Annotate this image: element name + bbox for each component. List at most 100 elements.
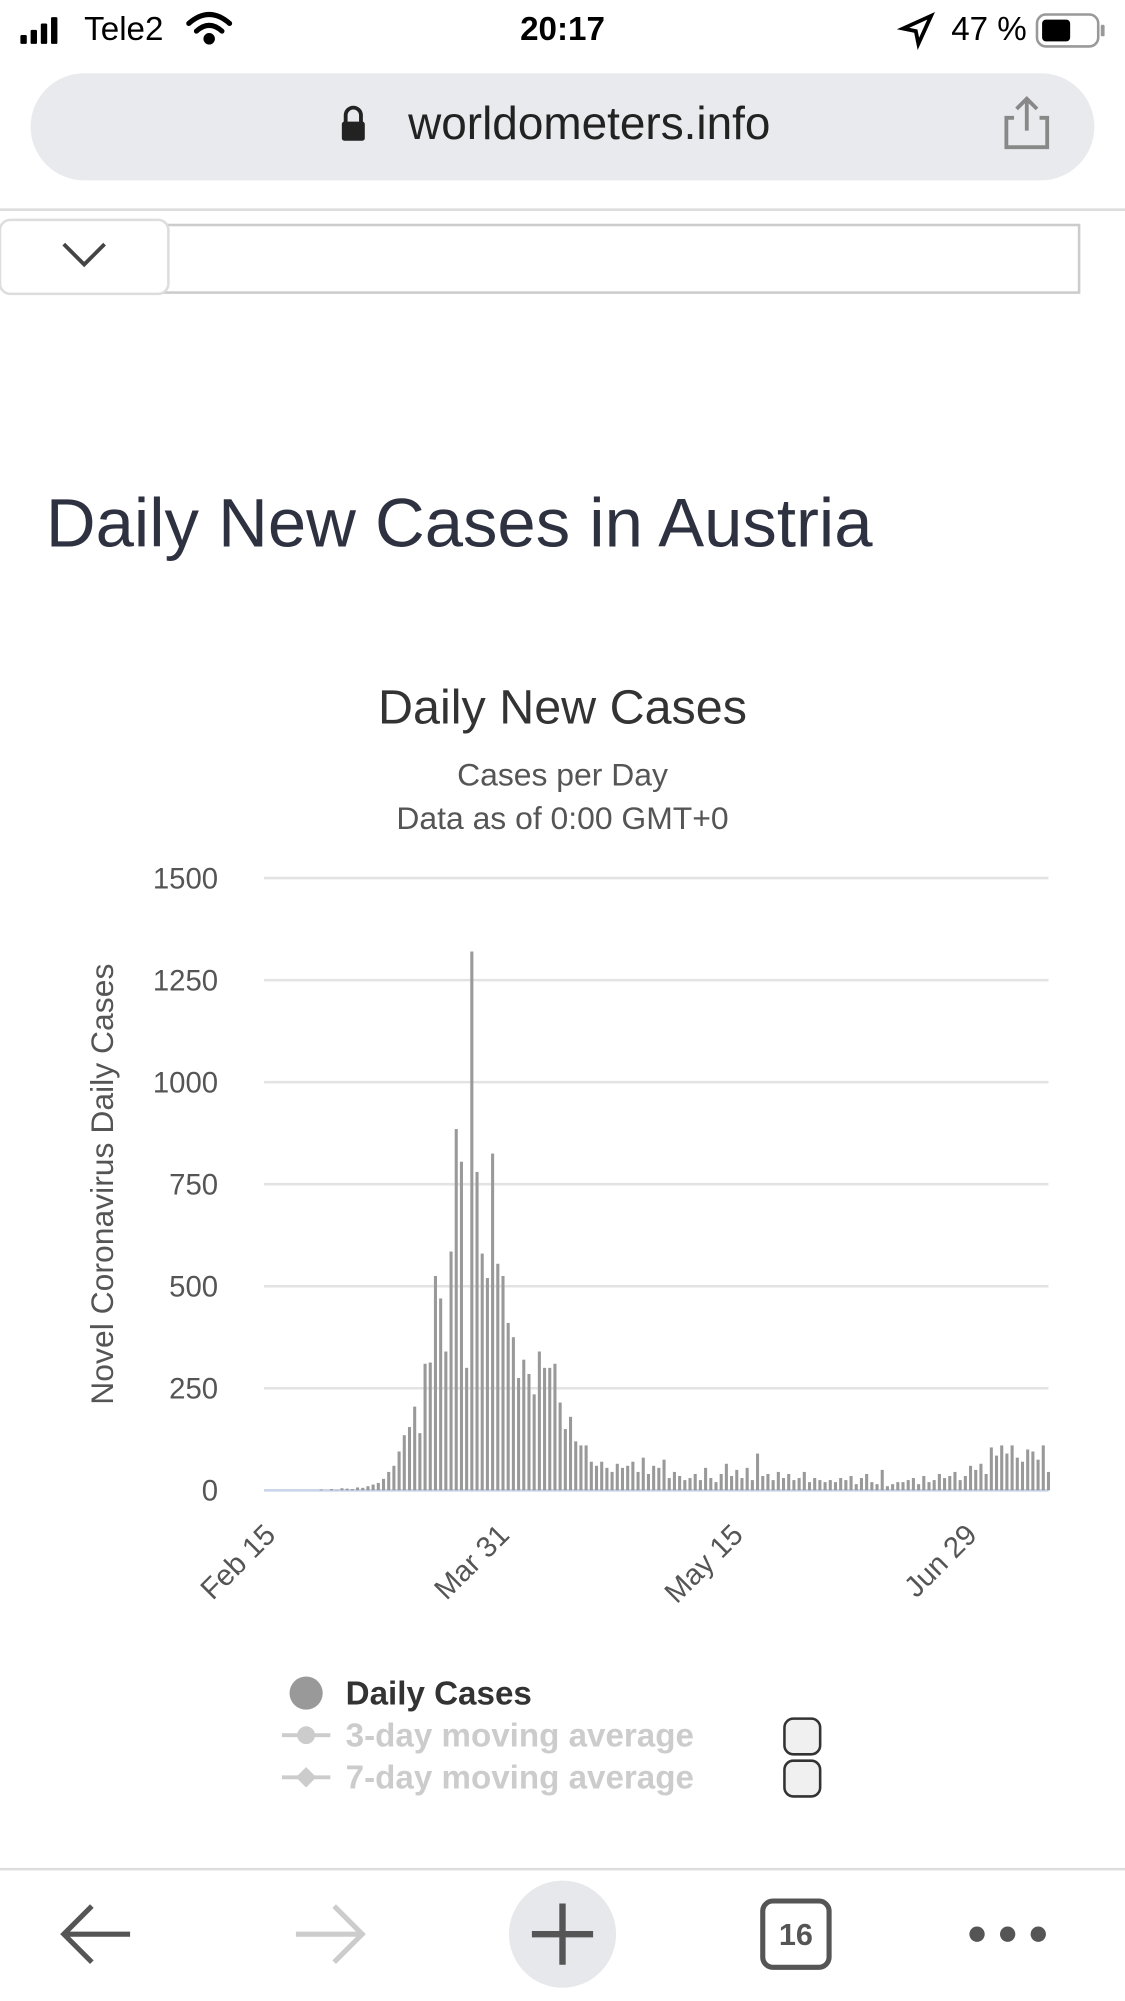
bar: [766, 1473, 770, 1491]
bar: [1031, 1451, 1035, 1491]
location-icon: [896, 11, 935, 51]
bar: [1010, 1445, 1014, 1491]
lock-icon: [341, 105, 365, 141]
x-tick-label: Jun 29: [898, 1518, 984, 1604]
bar: [496, 1263, 500, 1491]
bar: [704, 1467, 708, 1491]
tabs-button[interactable]: [760, 1898, 832, 1970]
wifi-icon: [186, 11, 233, 45]
bar: [553, 1363, 557, 1491]
bar: [548, 1367, 552, 1491]
bar: [558, 1402, 562, 1491]
chart-subtitle: Cases per Day: [457, 757, 668, 793]
bar: [392, 1465, 396, 1491]
bar: [1015, 1457, 1019, 1491]
panel: [151, 223, 1081, 294]
bar: [569, 1416, 573, 1491]
legend-checkbox[interactable]: [783, 1717, 822, 1756]
bar: [532, 1394, 536, 1491]
bar: [366, 1486, 370, 1491]
bar: [631, 1461, 635, 1491]
tab-count: 16: [779, 1918, 813, 1952]
forward-button[interactable]: [295, 1904, 366, 1965]
url[interactable]: worldometers.info: [407, 97, 770, 149]
x-tick-label: Mar 31: [428, 1518, 516, 1606]
bar: [319, 1489, 323, 1491]
y-tick-label: 250: [169, 1373, 218, 1406]
bar: [345, 1488, 349, 1491]
y-axis-label: Novel Coronavirus Daily Cases: [84, 964, 120, 1405]
bar: [802, 1471, 806, 1491]
bar: [719, 1473, 723, 1491]
bar: [361, 1487, 365, 1491]
bar: [459, 1161, 463, 1491]
y-tick-label: 1500: [153, 862, 218, 895]
legend-label[interactable]: 7-day moving average: [346, 1760, 694, 1797]
bar: [740, 1478, 744, 1491]
bar: [994, 1455, 999, 1491]
bar: [475, 1171, 479, 1491]
share-button[interactable]: [1004, 96, 1050, 150]
bar: [402, 1435, 406, 1491]
bar: [501, 1276, 505, 1491]
bar: [579, 1445, 583, 1491]
x-tick-label: May 15: [658, 1518, 749, 1609]
bar: [922, 1476, 926, 1491]
back-button[interactable]: [60, 1904, 131, 1965]
legend-marker: [289, 1676, 323, 1710]
bar: [330, 1489, 334, 1491]
bar: [885, 1486, 889, 1491]
bar: [750, 1480, 754, 1491]
bar: [896, 1482, 900, 1491]
carrier: Tele2: [84, 11, 163, 48]
bar: [667, 1478, 671, 1491]
plus-icon: [531, 1903, 594, 1965]
bar: [761, 1476, 765, 1491]
bar: [974, 1469, 978, 1491]
bar: [449, 1251, 453, 1491]
bar: [491, 1153, 495, 1491]
bar: [433, 1276, 437, 1491]
plot: 0 250 500 750 1000 1250 1500 Feb 15 Mar 31 May 15…: [153, 862, 1050, 1610]
y-tick-label: 750: [169, 1168, 218, 1201]
bar: [1026, 1449, 1030, 1491]
battery-level: 47 %: [951, 11, 1027, 48]
bar: [963, 1476, 967, 1491]
bar: [641, 1457, 645, 1491]
bar: [833, 1482, 838, 1491]
bar: [600, 1461, 604, 1491]
bar: [418, 1433, 422, 1491]
legend-marker: [297, 1726, 316, 1745]
bar: [662, 1459, 666, 1491]
bar: [828, 1480, 832, 1491]
bar: [465, 1367, 469, 1491]
legend-checkbox[interactable]: [783, 1759, 822, 1798]
dropdown-button[interactable]: [0, 218, 170, 296]
page-heading: Daily New Cases in Austria: [46, 485, 873, 562]
bar: [792, 1480, 796, 1491]
clock: 20:17: [520, 11, 605, 48]
battery-icon: [1035, 13, 1105, 48]
bar: [875, 1484, 879, 1491]
bar: [984, 1473, 988, 1491]
bar: [506, 1322, 510, 1491]
menu-button[interactable]: [969, 1926, 1046, 1942]
url-bar[interactable]: [30, 73, 1095, 181]
bar: [849, 1476, 853, 1491]
bar: [610, 1471, 614, 1491]
y-tick-label: 1250: [153, 964, 218, 997]
bar: [350, 1489, 354, 1491]
bar: [823, 1482, 827, 1491]
bar: [937, 1473, 941, 1491]
bar: [428, 1362, 432, 1491]
bar: [797, 1478, 801, 1491]
bar: [709, 1478, 713, 1491]
y-tick-label: 1000: [153, 1066, 218, 1099]
bar: [371, 1484, 375, 1491]
bar: [969, 1465, 973, 1491]
legend-label[interactable]: 3-day moving average: [346, 1718, 694, 1755]
bar: [943, 1478, 947, 1491]
x-tick-label: Feb 15: [194, 1518, 282, 1606]
bar: [818, 1480, 822, 1491]
